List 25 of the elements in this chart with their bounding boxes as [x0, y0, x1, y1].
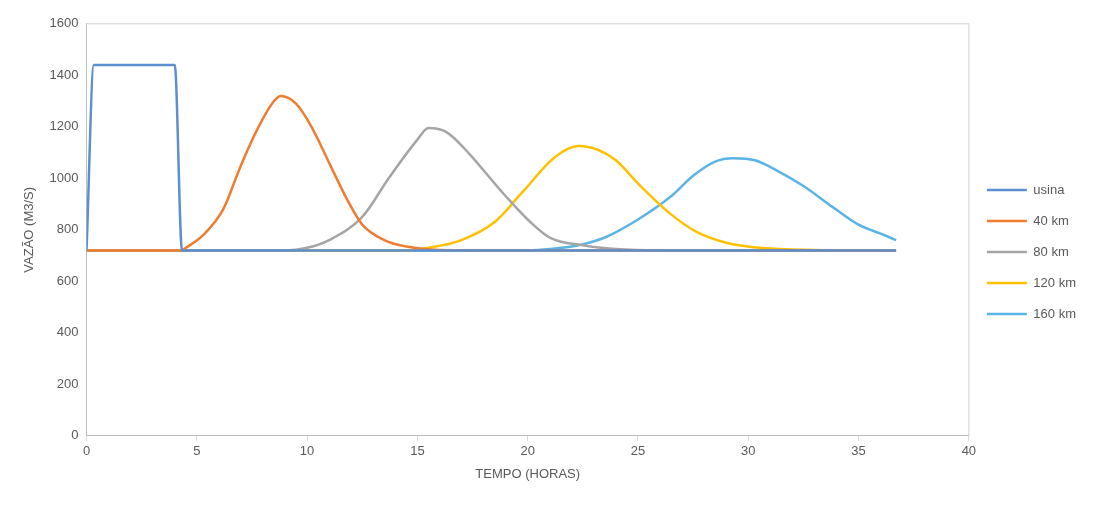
- x-tick-label: 40: [961, 443, 977, 459]
- legend-label: 40 km: [1033, 212, 1069, 228]
- legend-label: usina: [1033, 181, 1066, 197]
- y-tick-label: 0: [71, 427, 79, 443]
- x-tick-label: 25: [630, 443, 646, 459]
- y-tick-label: 200: [56, 375, 79, 391]
- y-tick-label: 1000: [49, 169, 79, 185]
- y-tick-label: 600: [56, 272, 79, 288]
- y-axis-title: VAZÃO (M3/S): [21, 186, 37, 273]
- legend-label: 120 km: [1033, 274, 1077, 290]
- legend-label: 160 km: [1033, 305, 1077, 321]
- y-tick-label: 1400: [49, 66, 79, 82]
- y-tick-label: 800: [56, 221, 79, 237]
- x-tick-label: 0: [82, 443, 91, 459]
- x-tick-label: 35: [851, 443, 866, 459]
- x-tick-label: 5: [193, 443, 201, 459]
- y-tick-label: 400: [56, 324, 79, 340]
- y-tick-label: 1600: [49, 15, 79, 31]
- x-tick-label: 15: [410, 443, 425, 459]
- y-tick-label: 1200: [49, 118, 79, 134]
- x-tick-label: 30: [741, 443, 756, 459]
- legend-label: 80 km: [1033, 243, 1069, 259]
- x-axis-title: TEMPO (HORAS): [475, 465, 581, 481]
- x-tick-label: 20: [520, 443, 535, 459]
- x-tick-label: 10: [299, 443, 315, 459]
